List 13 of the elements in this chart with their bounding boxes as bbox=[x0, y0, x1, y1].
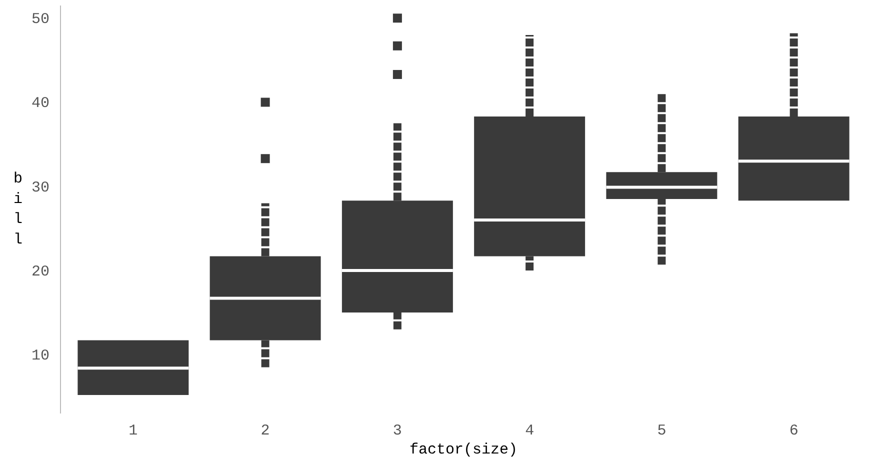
y-tick-label: 50 bbox=[31, 11, 50, 28]
x-axis-title: factor(size) bbox=[409, 442, 518, 458]
y-tick-label: 40 bbox=[31, 95, 50, 112]
y-tick-label: 30 bbox=[31, 179, 50, 196]
x-tick-label: 4 bbox=[525, 422, 534, 440]
y-axis-title: bill bbox=[13, 170, 23, 249]
x-tick-label: 3 bbox=[392, 422, 402, 440]
y-tick-label: 10 bbox=[31, 348, 50, 365]
y-tick-label: 20 bbox=[31, 263, 50, 280]
x-tick-label: 6 bbox=[789, 422, 798, 440]
x-tick-label: 5 bbox=[657, 422, 666, 440]
x-tick-label: 1 bbox=[128, 422, 138, 440]
x-tick-label: 2 bbox=[260, 422, 270, 440]
